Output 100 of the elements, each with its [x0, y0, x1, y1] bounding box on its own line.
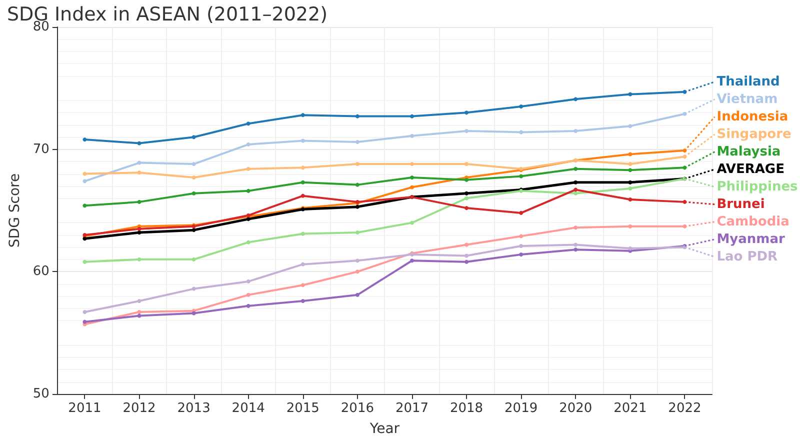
- x-tick-label: 2017: [395, 401, 429, 416]
- point: [355, 270, 360, 274]
- point: [192, 311, 196, 316]
- point: [464, 260, 469, 264]
- text: Indonesia: [716, 109, 788, 124]
- point: [628, 152, 632, 156]
- legend-label: Brunei: [716, 196, 765, 212]
- point: [574, 166, 578, 171]
- point: [300, 113, 305, 118]
- point: [628, 162, 632, 166]
- y-tick-label: 50: [32, 386, 50, 402]
- point: [628, 180, 632, 184]
- point: [355, 162, 360, 166]
- point: [519, 244, 524, 248]
- point: [410, 220, 414, 225]
- point: [355, 140, 360, 144]
- x-tick-label: 2012: [122, 401, 156, 416]
- x-tick-label: 2021: [614, 401, 647, 416]
- legend-label: Vietnam: [716, 92, 778, 107]
- point: [246, 240, 250, 244]
- point: [628, 168, 632, 172]
- point: [574, 188, 578, 192]
- point: [192, 228, 196, 232]
- point: [137, 160, 142, 165]
- point: [300, 299, 305, 304]
- point: [137, 170, 142, 175]
- point: [246, 142, 250, 146]
- x-tick-label: 2015: [286, 401, 320, 416]
- point: [410, 258, 414, 263]
- point: [355, 204, 360, 209]
- x-tick-label: 2016: [340, 401, 374, 416]
- point: [246, 304, 250, 308]
- point: [410, 185, 414, 190]
- point: [519, 252, 524, 257]
- legend-label: Cambodia: [716, 214, 790, 230]
- point: [519, 234, 524, 238]
- point: [82, 320, 87, 324]
- point: [192, 257, 196, 262]
- point: [192, 175, 196, 180]
- x-tick-label: 2013: [177, 401, 210, 416]
- point: [628, 246, 632, 250]
- point: [137, 226, 142, 231]
- x-axis-title: Year: [368, 421, 400, 437]
- point: [355, 182, 360, 187]
- x-tick-label: 2011: [68, 401, 102, 416]
- point: [82, 204, 87, 208]
- point: [300, 180, 305, 184]
- point: [246, 217, 250, 222]
- x-tick-label: 2020: [559, 401, 592, 416]
- point: [410, 114, 414, 118]
- point: [137, 141, 142, 146]
- point: [192, 135, 196, 140]
- point: [300, 138, 305, 143]
- point: [300, 283, 305, 288]
- point: [628, 92, 632, 96]
- point: [628, 124, 632, 128]
- point: [137, 257, 142, 262]
- point: [137, 314, 142, 318]
- legend-label: AVERAGE: [716, 162, 784, 177]
- legend-label: Malaysia: [716, 144, 781, 160]
- point: [246, 166, 250, 171]
- x-tick-label: 2018: [450, 401, 484, 416]
- legend-label: Thailand: [716, 74, 780, 90]
- text: Singapore: [716, 126, 792, 142]
- point: [355, 114, 360, 118]
- point: [355, 258, 360, 263]
- point: [246, 279, 250, 284]
- point: [82, 310, 87, 314]
- point: [82, 260, 87, 264]
- point: [300, 166, 305, 170]
- point: [82, 138, 87, 142]
- point: [82, 172, 87, 176]
- legend-label: Philippines: [716, 179, 798, 194]
- point: [355, 292, 360, 297]
- point: [137, 200, 142, 204]
- point: [519, 130, 524, 134]
- y-tick-label: 60: [32, 264, 50, 280]
- point: [464, 206, 469, 210]
- point: [300, 262, 305, 266]
- point: [574, 128, 578, 133]
- point: [192, 286, 196, 291]
- y-axis-title: SDG Score: [7, 173, 23, 248]
- point: [137, 299, 142, 304]
- point: [574, 248, 578, 252]
- point: [628, 224, 632, 228]
- point: [410, 134, 414, 138]
- x-tick-label: 2022: [668, 401, 702, 416]
- point: [464, 242, 469, 247]
- point: [137, 310, 142, 314]
- point: [464, 196, 469, 200]
- point: [192, 191, 196, 196]
- point: [410, 175, 414, 180]
- point: [464, 178, 469, 182]
- legend-label: Myanmar: [716, 232, 786, 247]
- point: [82, 236, 87, 241]
- point: [574, 191, 578, 196]
- legend-label: Lao PDR: [716, 249, 778, 264]
- point: [628, 197, 632, 202]
- point: [464, 110, 469, 115]
- point: [246, 188, 250, 193]
